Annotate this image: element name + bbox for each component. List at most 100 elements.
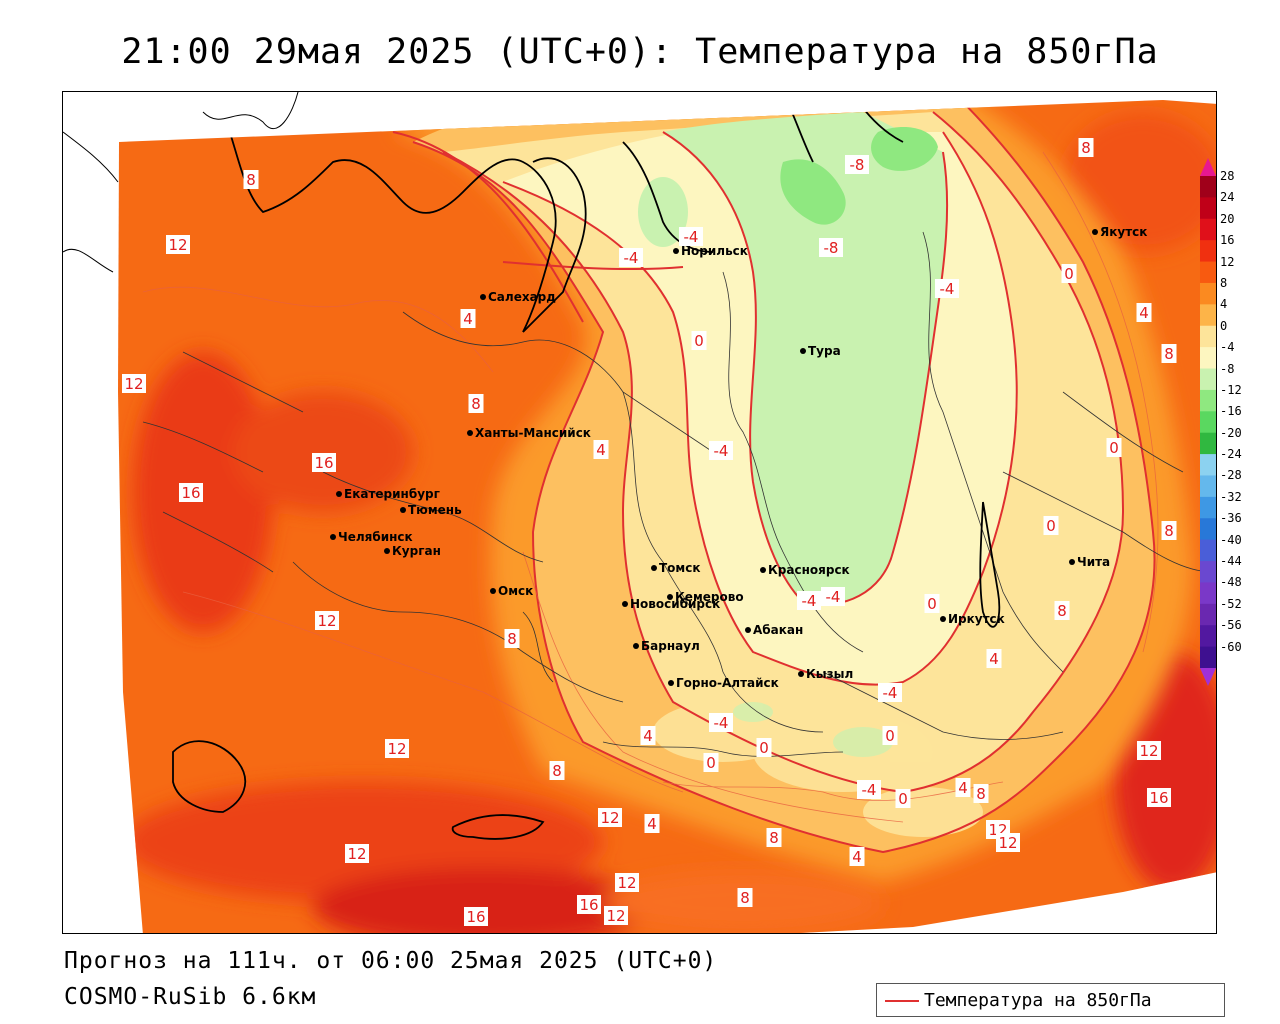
colorbar-cell	[1200, 582, 1216, 605]
colorbar-tick-label: 4	[1220, 297, 1228, 312]
colorbar-tick-label: 24	[1220, 190, 1235, 205]
isotherm-label-box	[797, 591, 821, 610]
isotherm-label: -4	[709, 713, 733, 732]
city-marker: Ханты-Мансийск	[467, 426, 591, 440]
isotherm-label-text: 16	[181, 484, 200, 502]
isotherm-label-text: 8	[740, 889, 750, 907]
isotherm-label-box	[1061, 264, 1077, 283]
isotherm-label: 8	[973, 784, 989, 803]
colorbar-tick-label: 16	[1220, 233, 1235, 248]
isotherm-label-text: 12	[347, 845, 366, 863]
isotherm-label-text: 12	[387, 740, 406, 758]
isotherm-label-box	[315, 611, 339, 630]
colorbar-tick-label: 8	[1220, 275, 1228, 290]
colorbar-cell	[1200, 389, 1216, 412]
city-marker: Горно-Алтайск	[668, 676, 779, 690]
isotherm-label-box	[679, 227, 703, 246]
isotherm-label: -4	[857, 780, 881, 799]
isotherm-label-text: 0	[1109, 439, 1119, 457]
temperature-map[interactable]: 8 12 4 12 8 16 16 12 8 4 0 -4 -4 -8 -8 8 0 -4 4 8 -4 0 0 8 -4 -4 0…	[62, 91, 1217, 934]
isotherm-label-text: 0	[927, 595, 937, 613]
city-name: Екатеринбург	[344, 487, 440, 501]
isotherm-label-text: 12	[998, 834, 1017, 852]
isotherm-label-text: 12	[317, 612, 336, 630]
isotherm-label-box	[878, 683, 902, 702]
city-name: Ханты-Мансийск	[475, 426, 591, 440]
colorbar-top-arrow	[1200, 158, 1216, 176]
city-marker: Тура	[800, 344, 841, 358]
isotherm-label-text: 8	[1164, 345, 1174, 363]
isotherm-label: 8	[1161, 521, 1177, 540]
isotherm-label-box	[598, 808, 622, 827]
isotherm-label: 8	[504, 629, 520, 648]
isotherm-label-box	[845, 155, 869, 174]
isotherm-label-text: 0	[694, 332, 704, 350]
isotherm-label-box	[593, 440, 609, 459]
colorbar-tick-label: -8	[1220, 361, 1235, 376]
isotherm-label: 12	[598, 808, 622, 827]
colorbar-tick-label: -4	[1220, 340, 1235, 355]
isotherm-label-box	[644, 814, 660, 833]
isotherm-label-box	[1078, 138, 1094, 157]
outer-coastline	[63, 92, 299, 273]
isotherm-label-text: 0	[759, 739, 769, 757]
isotherm-label-box	[615, 873, 639, 892]
colorbar-tick-label: -52	[1220, 596, 1242, 611]
city-dot	[940, 616, 946, 622]
isotherm-label: 0	[703, 753, 719, 772]
colorbar-cell	[1200, 368, 1216, 391]
isotherm-label: 16	[577, 895, 601, 914]
isotherm-label-box	[1136, 303, 1152, 322]
colorbar-cell	[1200, 325, 1216, 348]
isotherm-label: 16	[312, 453, 336, 472]
coastline	[172, 100, 1001, 840]
city-marker: Красноярск	[760, 563, 850, 577]
isotherm-label-text: 4	[989, 650, 999, 668]
isotherm-label-text: 4	[647, 815, 657, 833]
city-dot	[633, 643, 639, 649]
isotherm-label-box	[1147, 788, 1171, 807]
city-marker: Норильск	[673, 244, 748, 258]
city-name: Челябинск	[338, 530, 413, 544]
isotherm-label-box	[385, 739, 409, 758]
isotherm-label-box	[549, 761, 565, 780]
legend: Температура на 850гПа	[876, 983, 1225, 1017]
isotherm-label: 0	[1061, 264, 1077, 283]
isotherm-label-text: 8	[471, 395, 481, 413]
isotherm-label-box	[935, 279, 959, 298]
isotherm-label: -4	[797, 591, 821, 610]
isotherm-label-text: 4	[852, 848, 862, 866]
isotherm-label: 8	[766, 828, 782, 847]
legend-line-swatch	[885, 1000, 919, 1002]
colorbar-tick-label: -44	[1220, 554, 1242, 569]
city-marker: Иркутск	[940, 612, 1005, 626]
isotherm-label: -4	[619, 248, 643, 267]
isotherm-label-text: 4	[596, 441, 606, 459]
city-dot	[745, 627, 751, 633]
isotherm-label-text: -4	[714, 442, 729, 460]
isotherm-label: 12	[345, 844, 369, 863]
city-markers: Норильск Салехард Якутск Тура Ханты-Мансийск…	[330, 225, 1147, 690]
isotherm-label-text: 8	[976, 785, 986, 803]
city-name: Абакан	[753, 623, 803, 637]
colorbar-bottom-arrow	[1200, 668, 1216, 686]
isotherm-label-text: 4	[643, 727, 653, 745]
city-marker: Кемерово	[667, 590, 744, 604]
city-name: Новосибирск	[630, 597, 720, 611]
isotherm-label: -4	[878, 683, 902, 702]
map-title: 21:00 29мая 2025 (UTC+0): Температура на…	[121, 32, 1159, 72]
isotherm-label: 0	[924, 594, 940, 613]
colorbar-tick-label: -24	[1220, 447, 1242, 462]
colorbar	[1200, 158, 1216, 686]
city-dot	[467, 430, 473, 436]
isotherm-label: 4	[1136, 303, 1152, 322]
isotherm-label-box	[464, 907, 488, 926]
isotherm-label-text: 8	[507, 630, 517, 648]
colorbar-cell	[1200, 218, 1216, 241]
isotherm-label-text: 8	[1164, 522, 1174, 540]
isotherm-label-text: -4	[826, 588, 841, 606]
colorbar-tick-label: 28	[1220, 169, 1235, 183]
colorbar-cell	[1200, 304, 1216, 327]
isotherm-label-box	[312, 453, 336, 472]
